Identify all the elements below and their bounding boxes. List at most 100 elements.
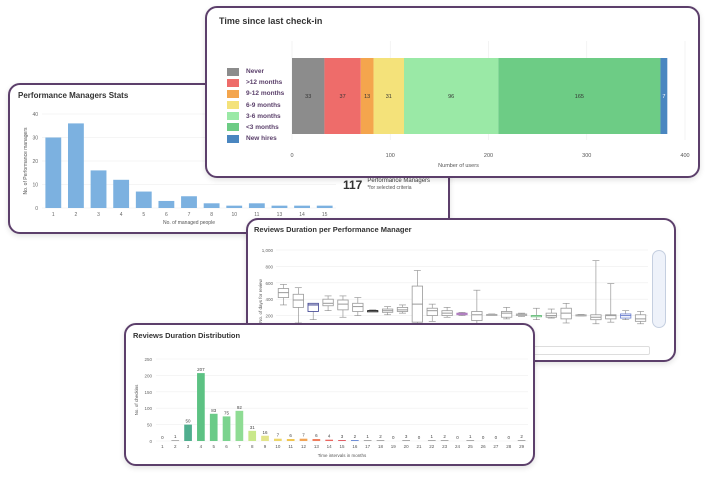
data-label: 0: [161, 435, 164, 440]
x-tick-label: 2: [174, 444, 177, 449]
legend-swatch: [227, 112, 239, 121]
bar: [376, 440, 385, 441]
data-label: 7: [277, 433, 280, 438]
x-tick-label: 8: [251, 444, 254, 449]
x-tick-label: 6: [225, 444, 228, 449]
legend-item[interactable]: 3-6 months: [227, 111, 284, 122]
bar: [312, 439, 321, 441]
box: [605, 314, 617, 320]
reviews-duration-distribution-card: Reviews Duration Distribution 0 50 100 150 2…: [124, 323, 535, 466]
data-label: 0: [456, 435, 459, 440]
box: [634, 314, 647, 322]
x-tick-label: 400: [680, 153, 689, 159]
legend-label: 3-6 months: [246, 112, 281, 120]
x-tick-label: 15: [322, 212, 328, 218]
data-label: 4: [328, 434, 331, 439]
bar: [203, 203, 220, 208]
data-label: 31: [250, 425, 256, 430]
legend-item[interactable]: 9-12 months: [227, 88, 284, 99]
x-tick-label: 13: [314, 444, 320, 449]
legend-label: Never: [246, 68, 265, 75]
data-label: 207: [197, 367, 205, 372]
bar: [226, 205, 243, 208]
x-tick-label: 300: [582, 153, 591, 159]
x-tick-label: 23: [442, 444, 448, 449]
x-tick-label: 1: [52, 212, 55, 218]
legend-swatch: [227, 101, 239, 110]
time-since-checkin-card: Time since last check-in Never >12 months…: [205, 6, 700, 178]
bar: [363, 440, 372, 441]
vertical-scrollbar[interactable]: [652, 250, 666, 328]
x-tick-label: 3: [187, 444, 190, 449]
legend-label: New hires: [246, 135, 277, 143]
performance-managers-count: 117 Performance Managers *for selected c…: [343, 178, 430, 192]
x-tick-label: 5: [212, 444, 215, 449]
x-tick-label: 11: [288, 444, 293, 449]
card-title: Reviews Duration Distribution: [133, 331, 241, 340]
legend-item[interactable]: 6-9 months: [227, 100, 284, 111]
data-label: 33: [305, 94, 311, 100]
x-tick-label: 10: [231, 212, 237, 218]
legend-item[interactable]: <3 months: [227, 122, 284, 133]
bar: [45, 137, 62, 208]
data-label: 6: [315, 433, 318, 438]
card-title: Reviews Duration per Performance Manager: [254, 225, 412, 234]
data-label: 31: [386, 94, 392, 100]
x-tick-label: 24: [455, 444, 461, 449]
box: [501, 311, 513, 318]
checkin-stacked-bar-chart: 0 100 200 300 400 33 37 13 31 96 165 7 Number of use…: [290, 41, 690, 169]
y-tick-label: 40: [32, 112, 38, 118]
y-tick-label: 800: [265, 264, 273, 269]
y-tick-label: 250: [144, 357, 152, 362]
x-tick-label: 13: [277, 212, 283, 218]
data-label: 0: [508, 435, 511, 440]
x-tick-label: 27: [493, 444, 499, 449]
x-tick-label: 6: [165, 212, 168, 218]
y-axis-label: No. of days for review: [258, 278, 263, 322]
bar: [135, 191, 152, 208]
x-tick-label: 19: [391, 444, 397, 449]
bar: [350, 440, 359, 441]
data-label: 2: [443, 434, 446, 439]
bar: [113, 179, 130, 208]
x-tick-label: 100: [386, 153, 395, 159]
box: [352, 302, 364, 312]
bar-segment: [324, 58, 361, 134]
legend-item[interactable]: >12 months: [227, 77, 284, 88]
x-tick-label: 200: [484, 153, 493, 159]
data-label: 92: [237, 405, 243, 410]
x-tick-label: 14: [327, 444, 333, 449]
card-title: Performance Managers Stats: [18, 91, 129, 100]
data-label: 0: [418, 435, 421, 440]
data-label: 3: [405, 434, 408, 439]
bar: [466, 440, 475, 441]
bar-segment: [373, 58, 405, 134]
bar: [261, 435, 269, 441]
y-tick-label: 0: [35, 206, 38, 212]
legend-swatch: [227, 134, 239, 143]
box: [471, 311, 483, 321]
bar: [248, 430, 257, 441]
data-label: 6: [289, 433, 292, 438]
bar: [274, 438, 282, 441]
data-label: 7: [302, 433, 305, 438]
y-tick-label: 0: [149, 439, 152, 444]
data-label: 2: [354, 434, 357, 439]
count-label: Performance Managers: [367, 178, 431, 184]
data-label: 50: [186, 419, 192, 424]
data-label: 96: [448, 94, 454, 100]
x-tick-label: 3: [97, 212, 100, 218]
y-tick-label: 200: [144, 373, 152, 378]
x-tick-label: 7: [188, 212, 191, 218]
bar: [316, 205, 333, 208]
bar: [338, 440, 346, 441]
box: [322, 298, 334, 307]
legend-swatch: [227, 89, 239, 98]
x-tick-label: 10: [275, 444, 281, 449]
legend-item[interactable]: New hires: [227, 133, 284, 144]
y-axis-label: No. of Performance managers: [23, 127, 29, 194]
count-value: 117: [343, 178, 363, 192]
y-tick-label: 20: [32, 159, 38, 165]
legend-item[interactable]: Never: [227, 66, 284, 77]
x-tick-label: 20: [404, 444, 410, 449]
